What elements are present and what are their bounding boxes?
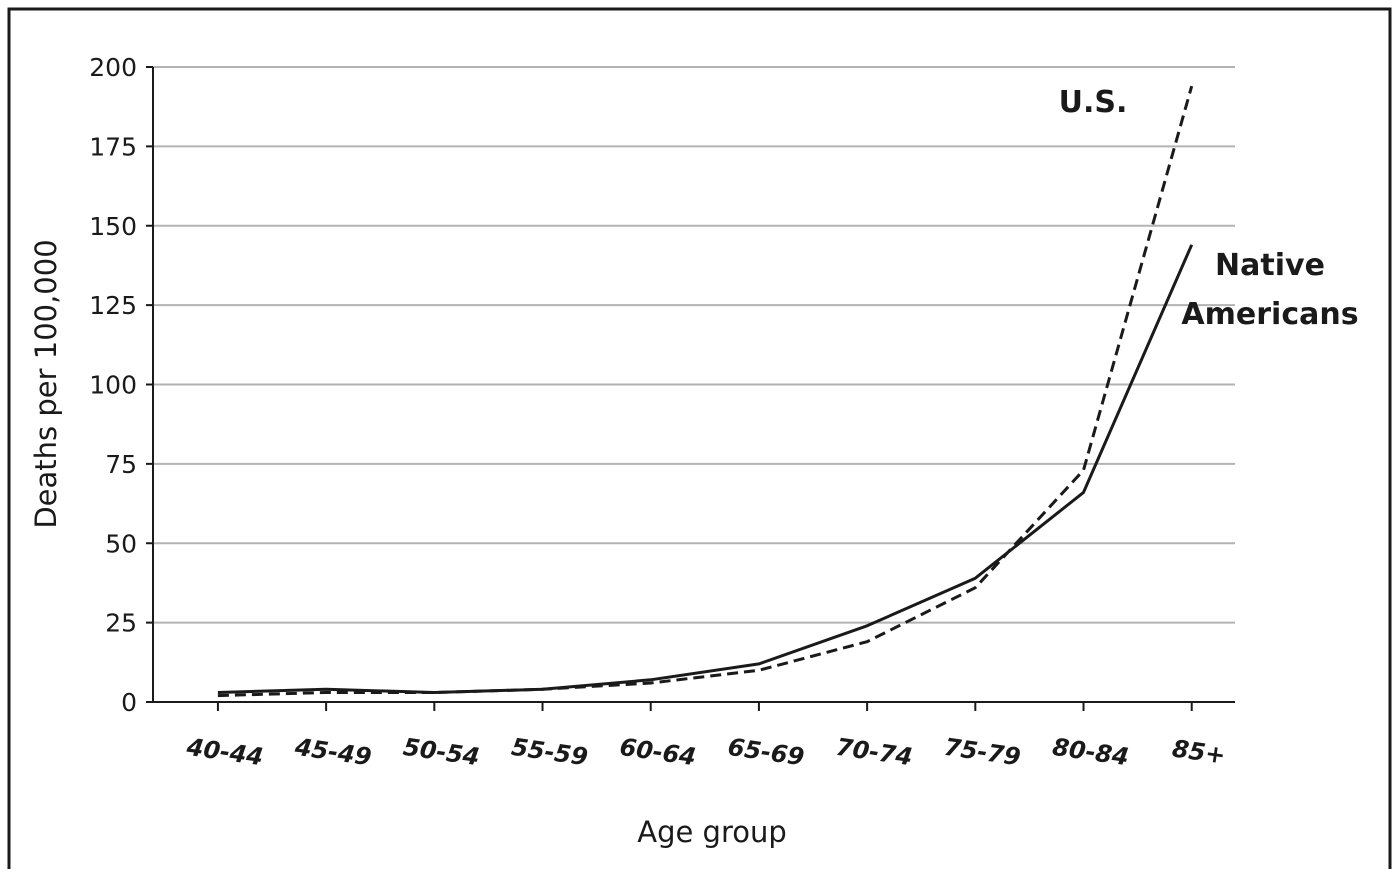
y-tick-label: 125: [89, 291, 137, 320]
x-axis-title: Age group: [637, 815, 787, 849]
y-tick-label: 200: [89, 53, 137, 82]
axes: 0 25 50 75 100 125 150 175 200: [89, 53, 1235, 717]
y-tick-label: 175: [89, 132, 137, 161]
series-label-2: Americans: [1181, 297, 1358, 332]
chart-frame: [7, 7, 1392, 873]
series-label-2: Native: [1215, 248, 1325, 283]
gridlines: [153, 66, 1235, 624]
y-axis-title: Deaths per 100,000: [29, 239, 63, 528]
series-line-1: [217, 85, 1194, 698]
series-label-1: U.S.: [1059, 85, 1128, 120]
series-lines: [217, 85, 1194, 698]
y-tick-label: 50: [105, 529, 137, 558]
y-tick-label: 25: [105, 609, 137, 638]
series-line-2: [217, 244, 1194, 694]
y-tick-label: 75: [105, 450, 137, 479]
y-tick-label: 150: [89, 212, 137, 241]
y-tick-label: 0: [121, 688, 137, 717]
y-tick-label: 100: [89, 371, 137, 400]
